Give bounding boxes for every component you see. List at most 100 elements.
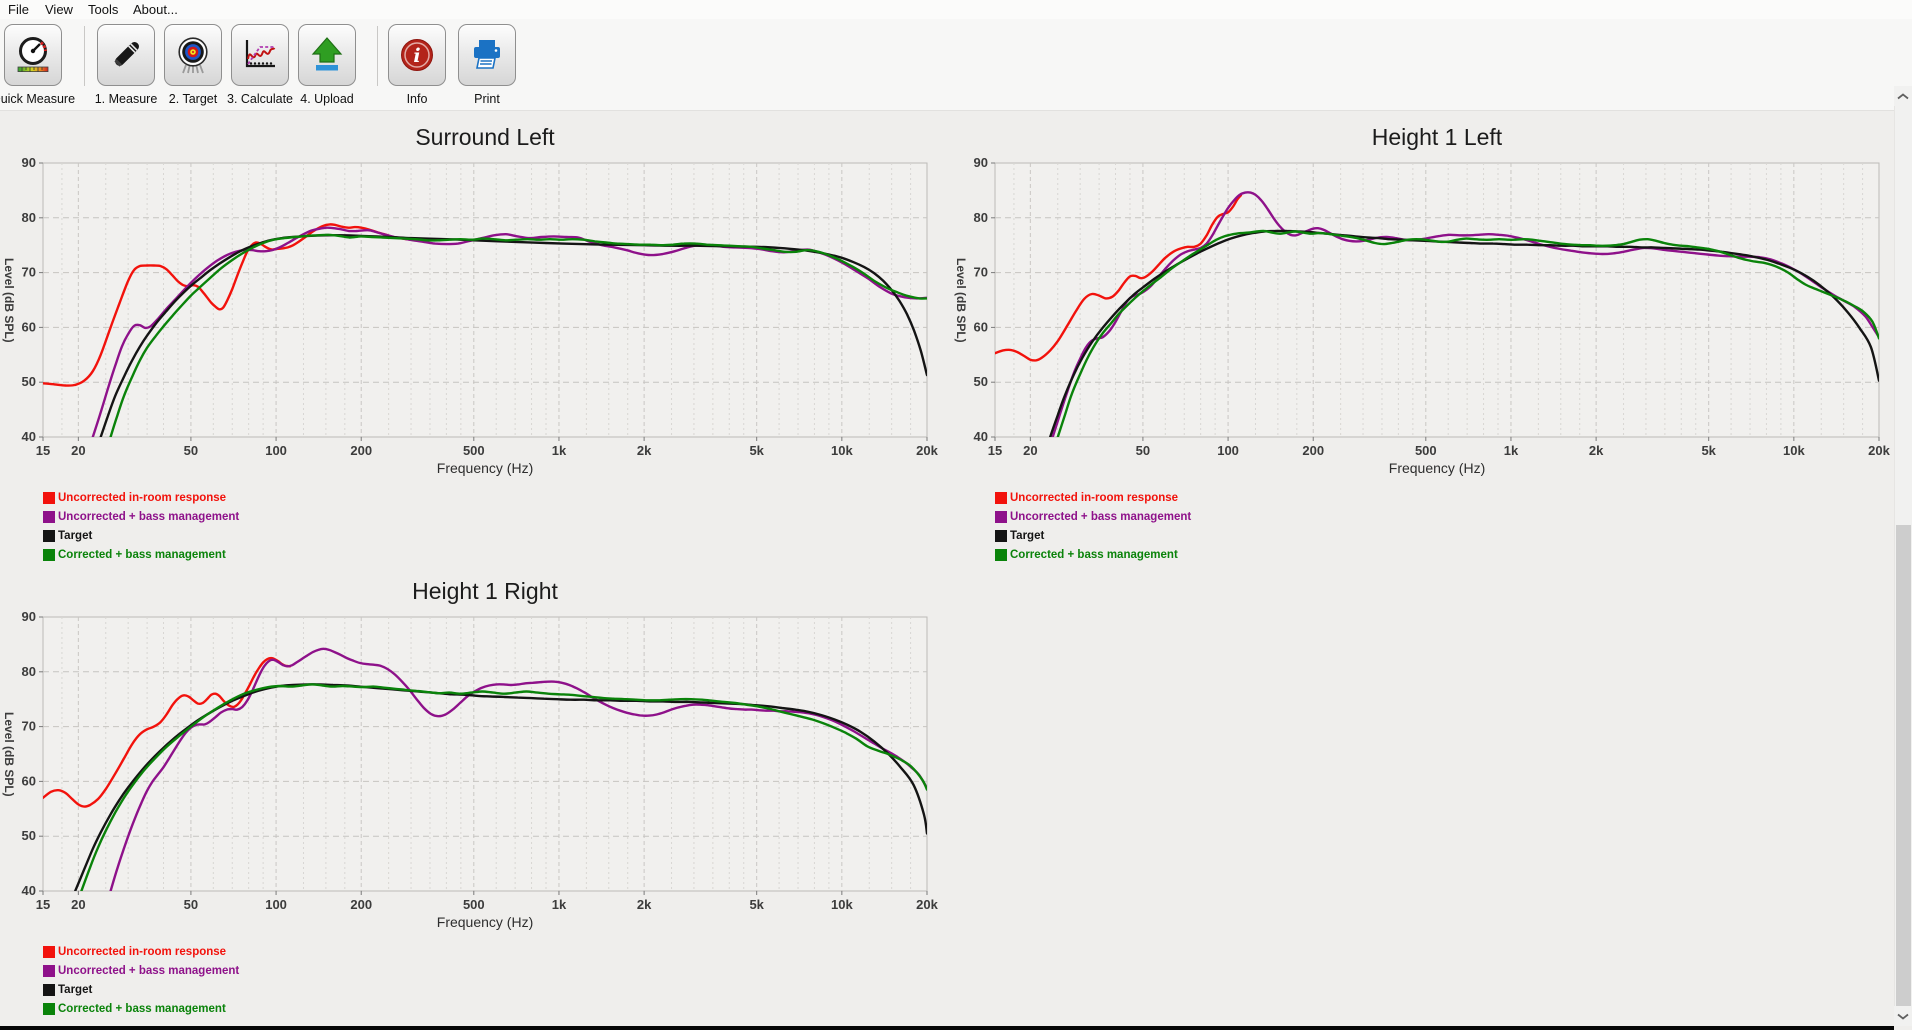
y-axis-label: Level (dB SPL)	[2, 711, 16, 797]
legend-swatch	[995, 548, 1007, 561]
tool-print: Print	[458, 24, 516, 114]
upload-arrow-icon	[311, 37, 343, 71]
chart-height-1-left: Height 1 Left Level (dB SPL) 15 20 50 100 20…	[952, 120, 1897, 578]
scrollbar-thumb[interactable]	[1896, 525, 1911, 1007]
x-tick-label: 5k	[749, 443, 764, 458]
legend-swatch	[43, 510, 55, 523]
target-button[interactable]	[164, 24, 222, 86]
x-tick-label: 200	[350, 897, 372, 912]
y-tick-label: 50	[22, 828, 36, 843]
legend-item: Uncorrected in-room response	[43, 488, 239, 507]
legend-swatch	[43, 491, 55, 504]
chart-legend: Uncorrected in-room response Uncorrected …	[995, 488, 1191, 564]
x-tick-label: 1k	[552, 897, 567, 912]
chart-legend: Uncorrected in-room response Uncorrected …	[43, 488, 239, 564]
legend-label: Uncorrected + bass management	[58, 964, 240, 977]
toolbar: Quick Measure 1. Measure	[0, 19, 1912, 111]
x-tick-label: 200	[1302, 443, 1324, 458]
legend-item: Target	[43, 980, 239, 999]
tool-quick-measure: Quick Measure	[0, 24, 75, 114]
legend-label: Uncorrected in-room response	[58, 491, 227, 504]
chart-title: Height 1 Right	[412, 578, 558, 604]
x-tick-label: 5k	[1701, 443, 1716, 458]
legend-swatch	[43, 548, 55, 561]
x-tick-label: 20k	[916, 897, 938, 912]
legend-label: Uncorrected + bass management	[58, 510, 240, 523]
menu-item-file[interactable]: File	[8, 2, 29, 17]
x-tick-label: 15	[36, 897, 50, 912]
legend-label: Corrected + bass management	[58, 1002, 226, 1015]
x-tick-label: 15	[988, 443, 1002, 458]
y-tick-label: 70	[22, 719, 36, 734]
legend-swatch	[995, 529, 1007, 542]
info-button[interactable]: i	[388, 24, 446, 86]
legend-item: Uncorrected + bass management	[43, 961, 239, 980]
x-tick-label: 50	[184, 897, 198, 912]
y-tick-label: 80	[22, 664, 36, 679]
series-uncorrected-in-room-response	[43, 223, 421, 387]
x-tick-label: 15	[36, 443, 50, 458]
x-tick-label: 20	[71, 443, 85, 458]
legend-item: Target	[995, 526, 1191, 545]
x-tick-label: 500	[463, 897, 485, 912]
legend-item: Uncorrected in-room response	[995, 488, 1191, 507]
tool-info: i Info	[388, 24, 446, 114]
x-tick-label: 2k	[637, 897, 652, 912]
chart-legend: Uncorrected in-room response Uncorrected …	[43, 942, 239, 1018]
legend-label: Corrected + bass management	[1010, 548, 1178, 561]
quick-measure-button[interactable]	[4, 24, 62, 86]
scroll-down-button[interactable]	[1894, 1006, 1912, 1026]
toolbar-label: 3. Calculate	[226, 92, 294, 106]
upload-button[interactable]	[298, 24, 356, 86]
y-tick-label: 60	[22, 773, 36, 788]
series-corrected-bass-management	[109, 233, 927, 437]
menu-item-tools[interactable]: Tools	[88, 2, 119, 17]
y-tick-label: 70	[22, 265, 36, 280]
x-tick-label: 10k	[1783, 443, 1805, 458]
y-tick-label: 60	[974, 319, 988, 334]
legend-swatch	[995, 491, 1007, 504]
measure-button[interactable]	[97, 24, 155, 86]
y-axis-label: Level (dB SPL)	[2, 257, 16, 343]
toolbar-label: 4. Upload	[300, 92, 354, 106]
x-tick-label: 10k	[831, 897, 853, 912]
chart-height-1-right: Height 1 Right Level (dB SPL) 15 20 50 100 2…	[0, 574, 945, 1030]
legend-swatch	[43, 983, 55, 996]
chevron-up-icon	[1897, 92, 1909, 99]
chart-title: Height 1 Left	[1371, 124, 1503, 150]
svg-text:i: i	[413, 45, 420, 67]
frequency-response-plot: 15 20 50 100 200 500 1k 2k 5k 10k 20k 90 80 70 60 50 40	[22, 155, 939, 458]
legend-label: Uncorrected + bass management	[1010, 510, 1192, 523]
y-tick-label: 40	[22, 883, 36, 898]
print-button[interactable]	[458, 24, 516, 86]
menu-item-view[interactable]: View	[45, 2, 73, 17]
legend-label: Corrected + bass management	[58, 548, 226, 561]
legend-label: Uncorrected in-room response	[58, 945, 227, 958]
chart-surround-left: Surround Left Level (dB SPL) 15 20 50 100 20…	[0, 120, 945, 578]
chevron-down-icon	[1897, 1013, 1909, 1020]
calculate-button[interactable]	[231, 24, 289, 86]
frequency-response-plot: 15 20 50 100 200 500 1k 2k 5k 10k 20k 90 80 70 60 50 40	[22, 609, 939, 912]
scroll-up-button[interactable]	[1894, 86, 1912, 106]
y-tick-label: 60	[22, 319, 36, 334]
toolbar-separator	[377, 26, 378, 86]
tool-measure: 1. Measure	[94, 24, 158, 114]
frequency-response-plot: 15 20 50 100 200 500 1k 2k 5k 10k 20k 90 80 70 60 50 40	[974, 155, 1891, 458]
menu-item-about[interactable]: About...	[133, 2, 178, 17]
toolbar-label: 2. Target	[168, 92, 218, 106]
legend-item: Uncorrected + bass management	[995, 507, 1191, 526]
legend-label: Uncorrected in-room response	[1010, 491, 1179, 504]
x-tick-label: 100	[1217, 443, 1239, 458]
x-tick-label: 1k	[552, 443, 567, 458]
bottom-edge-bar	[0, 1026, 1894, 1030]
toolbar-label: 1. Measure	[94, 92, 158, 106]
x-tick-label: 20	[71, 897, 85, 912]
legend-swatch	[43, 1002, 55, 1015]
x-tick-label: 5k	[749, 897, 764, 912]
chart-title: Surround Left	[415, 124, 555, 150]
x-tick-label: 500	[1415, 443, 1437, 458]
info-icon: i	[401, 39, 433, 71]
tool-upload: 4. Upload	[298, 24, 356, 114]
y-tick-label: 50	[22, 374, 36, 389]
y-tick-label: 50	[974, 374, 988, 389]
